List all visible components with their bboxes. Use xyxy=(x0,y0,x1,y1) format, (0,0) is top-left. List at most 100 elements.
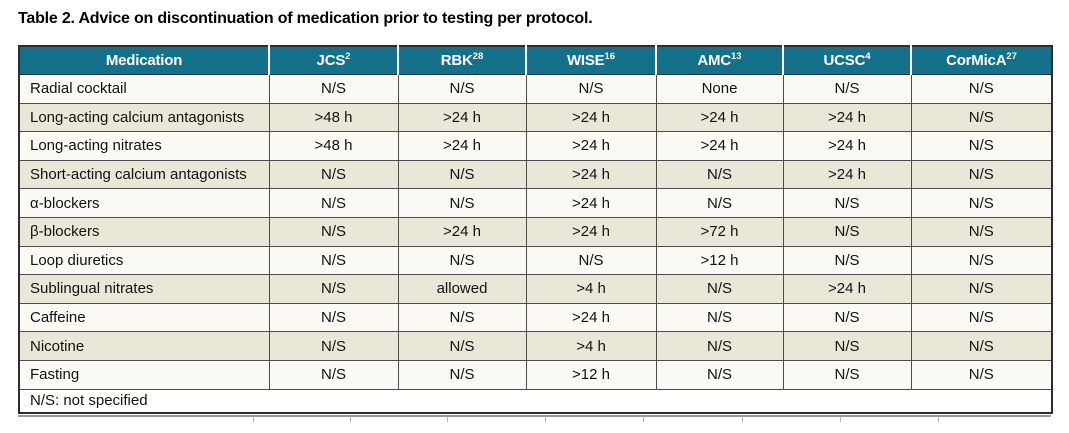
medication-cell: Long-acting nitrates xyxy=(18,131,270,161)
value-cell: N/S xyxy=(655,359,784,390)
medication-cell: Caffeine xyxy=(18,302,270,333)
value-cell: N/S xyxy=(910,359,1053,390)
medication-cell: Sublingual nitrates xyxy=(18,274,270,304)
value-cell: N/S xyxy=(268,188,399,218)
value-cell: N/S xyxy=(397,188,527,218)
table-row: Long-acting calcium antagonists >48 h >24 … xyxy=(18,102,1053,133)
medication-discontinuation-table: Medication JCS2 RBK28 WISE16 AMC13 UCSC4 CorMi… xyxy=(18,45,1053,414)
value-cell: N/S xyxy=(910,331,1053,361)
value-cell: N/S xyxy=(397,331,527,361)
value-cell: >24 h xyxy=(525,159,657,190)
value-cell: N/S xyxy=(268,216,399,247)
table-row: α-blockers N/S N/S >24 h N/S N/S N/S xyxy=(18,188,1053,218)
value-cell: >12 h xyxy=(655,245,784,276)
medication-cell: Short-acting calcium antagonists xyxy=(18,159,270,190)
value-cell: >48 h xyxy=(268,102,399,133)
table-footnote-row: N/S: not specified xyxy=(18,388,1053,414)
value-cell: N/S xyxy=(655,159,784,190)
table-row: Long-acting nitrates >48 h >24 h >24 h >24 h… xyxy=(18,131,1053,161)
value-cell: N/S xyxy=(782,74,912,104)
value-cell: N/S xyxy=(525,245,657,276)
column-header-wise: WISE16 xyxy=(525,46,656,75)
value-cell: None xyxy=(655,74,784,104)
value-cell: >24 h xyxy=(782,159,912,190)
value-cell: N/S xyxy=(525,74,657,104)
value-cell: N/S xyxy=(655,302,784,333)
value-cell: >24 h xyxy=(397,216,527,247)
cropped-table-tick xyxy=(253,417,254,422)
cropped-table-tick xyxy=(447,417,448,422)
column-header-ucsc: UCSC4 xyxy=(782,46,911,75)
value-cell: N/S xyxy=(268,245,399,276)
table-row: Sublingual nitrates N/S allowed >4 h N/S >24 … xyxy=(18,274,1053,304)
value-cell: allowed xyxy=(397,274,527,304)
value-cell: N/S xyxy=(910,131,1053,161)
column-header-amc: AMC13 xyxy=(655,46,783,75)
table-row: Fasting N/S N/S >12 h N/S N/S N/S xyxy=(18,359,1053,390)
medication-cell: Fasting xyxy=(18,359,270,390)
column-header-jcs: JCS2 xyxy=(268,46,398,75)
medication-cell: α-blockers xyxy=(18,188,270,218)
value-cell: >48 h xyxy=(268,131,399,161)
value-cell: N/S xyxy=(397,74,527,104)
table-header-row: Medication JCS2 RBK28 WISE16 AMC13 UCSC4 CorMi… xyxy=(19,46,1052,75)
column-header-cormica: CorMicA27 xyxy=(910,46,1052,75)
table-row: Radial cocktail N/S N/S N/S None N/S N/S xyxy=(18,74,1053,104)
value-cell: N/S xyxy=(910,216,1053,247)
value-cell: N/S xyxy=(655,331,784,361)
column-header-medication: Medication xyxy=(19,46,269,75)
cropped-table-tick xyxy=(545,417,546,422)
value-cell: N/S xyxy=(782,331,912,361)
value-cell: >24 h xyxy=(525,131,657,161)
value-cell: >12 h xyxy=(525,359,657,390)
value-cell: N/S xyxy=(782,245,912,276)
value-cell: >4 h xyxy=(525,274,657,304)
value-cell: N/S xyxy=(268,159,399,190)
table-row: β-blockers N/S >24 h >24 h >72 h N/S N/S xyxy=(18,216,1053,247)
value-cell: >24 h xyxy=(397,131,527,161)
value-cell: >24 h xyxy=(525,216,657,247)
value-cell: N/S xyxy=(782,302,912,333)
medication-cell: Nicotine xyxy=(18,331,270,361)
value-cell: N/S xyxy=(268,331,399,361)
medication-cell: Long-acting calcium antagonists xyxy=(18,102,270,133)
value-cell: N/S xyxy=(655,274,784,304)
cropped-next-table-edge xyxy=(18,415,1051,417)
value-cell: N/S xyxy=(268,74,399,104)
value-cell: >24 h xyxy=(655,102,784,133)
value-cell: >72 h xyxy=(655,216,784,247)
value-cell: N/S xyxy=(910,159,1053,190)
column-header-rbk: RBK28 xyxy=(397,46,526,75)
cropped-table-tick xyxy=(938,417,939,422)
value-cell: >24 h xyxy=(782,274,912,304)
value-cell: N/S xyxy=(397,245,527,276)
cropped-table-tick xyxy=(742,417,743,422)
value-cell: >24 h xyxy=(782,102,912,133)
medication-cell: Radial cocktail xyxy=(18,74,270,104)
value-cell: N/S xyxy=(268,274,399,304)
value-cell: N/S xyxy=(782,359,912,390)
value-cell: N/S xyxy=(397,359,527,390)
table-body: Radial cocktail N/S N/S N/S None N/S N/S Long-a… xyxy=(18,74,1053,390)
value-cell: N/S xyxy=(910,274,1053,304)
value-cell: >24 h xyxy=(782,131,912,161)
cropped-table-tick xyxy=(840,417,841,422)
value-cell: N/S xyxy=(910,188,1053,218)
medication-cell: β-blockers xyxy=(18,216,270,247)
value-cell: N/S xyxy=(782,188,912,218)
medication-cell: Loop diuretics xyxy=(18,245,270,276)
footnote-cell: N/S: not specified xyxy=(18,388,1053,414)
value-cell: N/S xyxy=(910,102,1053,133)
table-row: Loop diuretics N/S N/S N/S >12 h N/S N/S xyxy=(18,245,1053,276)
cropped-table-tick xyxy=(643,417,644,422)
value-cell: N/S xyxy=(655,188,784,218)
value-cell: N/S xyxy=(782,216,912,247)
value-cell: N/S xyxy=(397,159,527,190)
value-cell: >24 h xyxy=(397,102,527,133)
value-cell: >24 h xyxy=(525,188,657,218)
table-row: Nicotine N/S N/S >4 h N/S N/S N/S xyxy=(18,331,1053,361)
value-cell: N/S xyxy=(268,302,399,333)
value-cell: N/S xyxy=(397,302,527,333)
value-cell: N/S xyxy=(910,74,1053,104)
